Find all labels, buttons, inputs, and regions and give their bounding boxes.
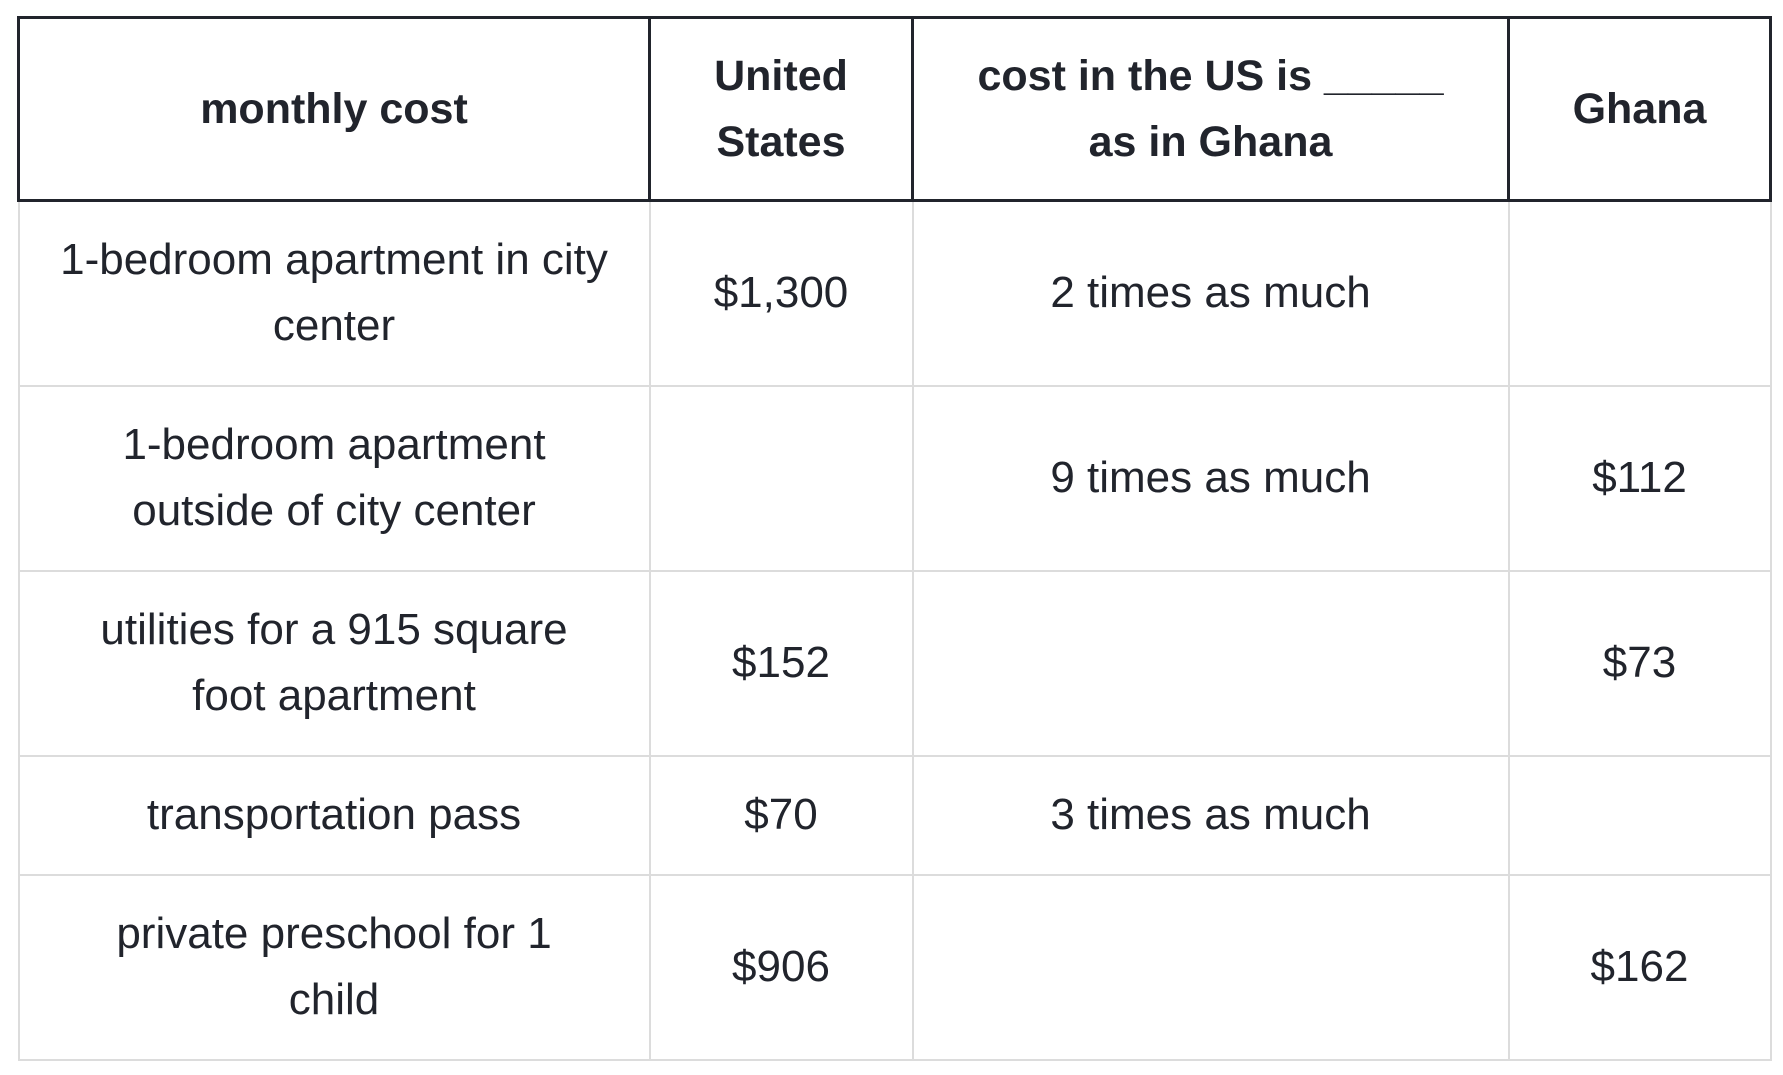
cell: 2 times as much (911, 199, 1510, 387)
header-ghana: Ghana (1507, 16, 1772, 202)
cell (911, 873, 1510, 1061)
cell (648, 384, 914, 572)
cell: private preschool for 1 child (17, 873, 651, 1061)
header-ratio: cost in the US is _____ as in Ghana (911, 16, 1510, 202)
cell: 1-bedroom apartment in city center (17, 199, 651, 387)
table-row: 1-bedroom apartment in city center $1,30… (17, 199, 1772, 387)
cell: $152 (648, 569, 914, 757)
cell: $73 (1507, 569, 1772, 757)
cell: 3 times as much (911, 754, 1510, 876)
cell: $70 (648, 754, 914, 876)
cell: 9 times as much (911, 384, 1510, 572)
header-monthly-cost: monthly cost (17, 16, 651, 202)
cell: $162 (1507, 873, 1772, 1061)
cell (1507, 754, 1772, 876)
cell: utilities for a 915 square foot apartmen… (17, 569, 651, 757)
cell: 1-bedroom apartment outside of city cent… (17, 384, 651, 572)
table-row: transportation pass $70 3 times as much (17, 754, 1772, 876)
table-row: private preschool for 1 child $906 $162 (17, 873, 1772, 1061)
cell: transportation pass (17, 754, 651, 876)
table-row: utilities for a 915 square foot apartmen… (17, 569, 1772, 757)
header-row: monthly cost United States cost in the U… (17, 16, 1772, 202)
cell: $1,300 (648, 199, 914, 387)
header-united-states: United States (648, 16, 914, 202)
cost-comparison-table: monthly cost United States cost in the U… (17, 16, 1772, 1061)
cell: $112 (1507, 384, 1772, 572)
table-row: 1-bedroom apartment outside of city cent… (17, 384, 1772, 572)
cell (1507, 199, 1772, 387)
cell (911, 569, 1510, 757)
cell: $906 (648, 873, 914, 1061)
